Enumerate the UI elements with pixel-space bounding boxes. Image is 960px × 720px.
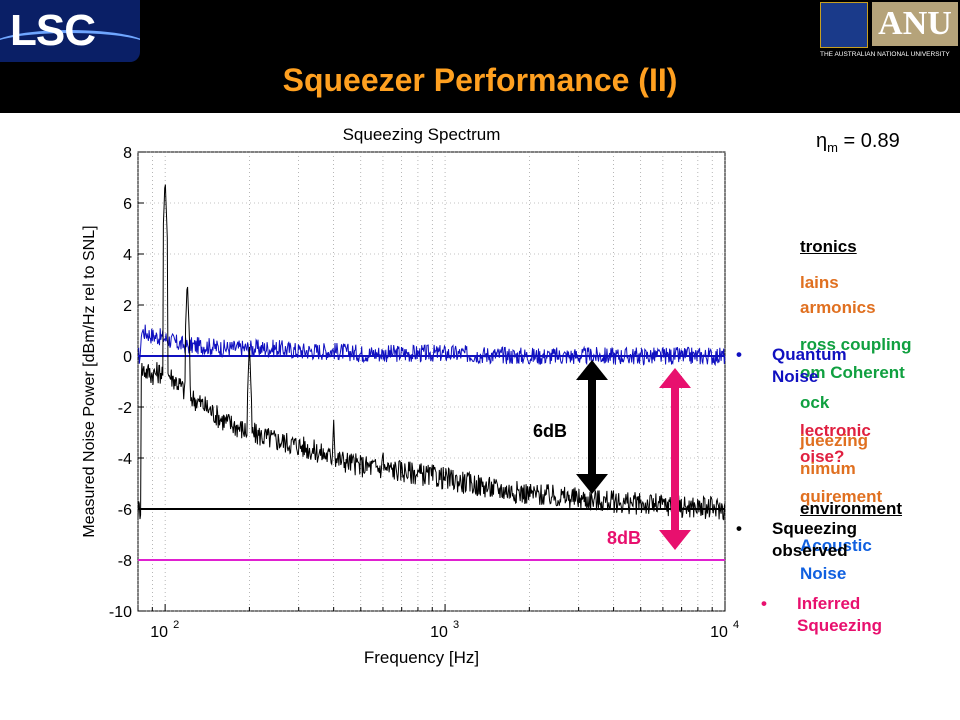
x-tick-exponent: 2 <box>173 619 179 631</box>
bullet-inferred-squeezing: Inferred Squeezing <box>761 593 927 637</box>
y-axis-label: Measured Noise Power [dBm/Hz rel to SNL] <box>81 225 98 537</box>
bullet-harmonics: armonics <box>800 298 876 317</box>
series-line <box>137 324 726 367</box>
x-tick-exponent: 3 <box>453 619 459 631</box>
bullet-minimum: nimum <box>800 459 856 478</box>
bullet-mains: lains <box>800 273 839 292</box>
y-tick-label: -10 <box>109 604 132 621</box>
x-tick-label: 10 <box>430 624 448 641</box>
slide-header: LSC ANU THE AUSTRALIAN NATIONAL UNIVERSI… <box>0 0 960 113</box>
arrow-8db-head-up <box>659 368 691 388</box>
y-tick-label: 0 <box>123 349 132 366</box>
plot-area <box>137 151 726 612</box>
bullet-lock: ock <box>800 393 830 412</box>
arrow-6db-head-down <box>576 474 608 494</box>
anu-crest-icon <box>820 2 868 48</box>
y-tick-label: -8 <box>118 553 132 570</box>
eta-m-label: ηm = 0.89 <box>816 130 900 155</box>
anu-logo-subtitle: THE AUSTRALIAN NATIONAL UNIVERSITY <box>820 51 950 58</box>
anu-logo-text: ANU <box>872 2 958 46</box>
y-tick-label: 2 <box>123 298 132 315</box>
x-tick-label: 10 <box>150 624 168 641</box>
series-line <box>137 184 726 521</box>
lsc-logo-ring-icon <box>0 30 140 62</box>
arrow-8db-head-down <box>659 530 691 550</box>
arrow-6db-label: 6dB <box>533 421 567 441</box>
lsc-logo-text: LSC <box>10 6 96 55</box>
bullet-squeezing: jueezing <box>800 431 869 450</box>
eta-symbol: η <box>816 130 828 152</box>
y-tick-label: 8 <box>123 145 132 162</box>
y-tick-label: -6 <box>118 502 132 519</box>
bullet-noise: Noise <box>800 564 847 583</box>
y-tick-label: -2 <box>118 400 132 417</box>
bullet-environment: environment <box>800 499 903 518</box>
chart-title: Squeezing Spectrum <box>343 125 501 144</box>
arrow-8db-label: 8dB <box>607 528 641 548</box>
bullet-electronics: tronics <box>800 237 857 256</box>
arrow-6db-head-up <box>576 360 608 380</box>
bullet-noise-question: oise? <box>800 447 845 466</box>
y-tick-label: -4 <box>118 451 132 468</box>
bullet-requirement: quirement <box>800 487 883 506</box>
bullet-electronic: lectronic <box>800 421 871 440</box>
bullet-quantum-noise: Quantum Noise <box>736 344 892 388</box>
y-tick-label: 6 <box>123 196 132 213</box>
eta-value: = 0.89 <box>837 130 900 152</box>
y-tick-label: 4 <box>123 247 132 264</box>
x-tick-label: 10 <box>710 624 728 641</box>
eta-subscript: m <box>827 140 838 155</box>
lsc-logo: LSC <box>0 0 140 62</box>
anu-logo: ANU THE AUSTRALIAN NATIONAL UNIVERSITY <box>816 0 960 65</box>
x-tick-exponent: 4 <box>733 619 739 631</box>
bullet-squeezing-observed: Squeezing observed <box>736 518 902 562</box>
slide-title: Squeezer Performance (II) <box>282 62 678 98</box>
x-axis-label: Frequency [Hz] <box>364 648 479 667</box>
